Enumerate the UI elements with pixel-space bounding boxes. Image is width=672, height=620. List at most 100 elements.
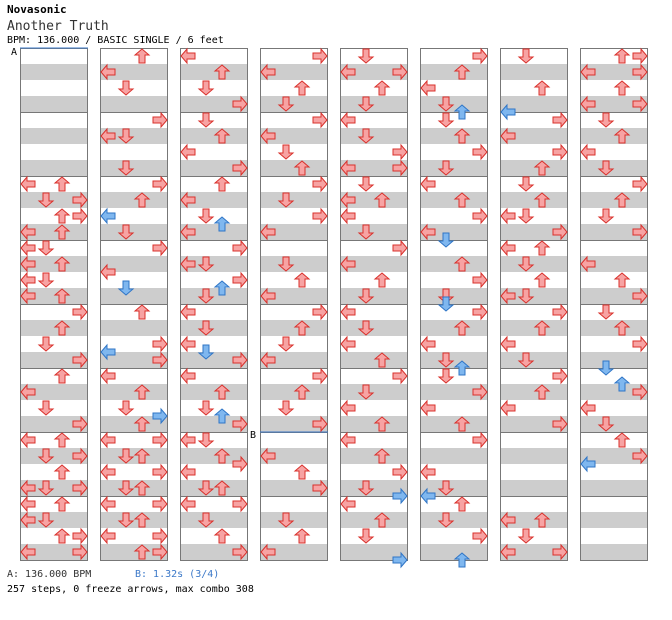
- stripe: [500, 256, 568, 272]
- red-up-arrow-icon: [533, 384, 551, 400]
- stripe: [420, 128, 488, 144]
- red-down-arrow-icon: [117, 128, 135, 144]
- chart-summary: 257 steps, 0 freeze arrows, max combo 30…: [7, 584, 254, 595]
- red-left-arrow-icon: [100, 127, 116, 145]
- stripe: [580, 64, 648, 80]
- stripe: [340, 416, 408, 432]
- stripe: [20, 480, 88, 496]
- stripe: [180, 448, 248, 464]
- stripe: [420, 160, 488, 176]
- red-left-arrow-icon: [100, 367, 116, 385]
- blue-down-arrow-icon: [437, 296, 455, 312]
- red-up-arrow-icon: [373, 512, 391, 528]
- stripe: [260, 480, 328, 496]
- stripe: [500, 128, 568, 144]
- stripe: [580, 448, 648, 464]
- red-up-arrow-icon: [293, 80, 311, 96]
- red-right-arrow-icon: [472, 143, 488, 161]
- red-up-arrow-icon: [133, 448, 151, 464]
- red-up-arrow-icon: [53, 256, 71, 272]
- red-left-arrow-icon: [20, 287, 36, 305]
- red-down-arrow-icon: [197, 480, 215, 496]
- red-right-arrow-icon: [632, 63, 648, 81]
- stripe: [260, 352, 328, 368]
- red-up-arrow-icon: [213, 64, 231, 80]
- stripe: [500, 224, 568, 240]
- measure-box: [580, 496, 648, 561]
- stripe: [580, 224, 648, 240]
- red-down-arrow-icon: [357, 320, 375, 336]
- red-down-arrow-icon: [277, 400, 295, 416]
- red-up-arrow-icon: [53, 432, 71, 448]
- red-left-arrow-icon: [420, 175, 436, 193]
- red-right-arrow-icon: [152, 351, 168, 369]
- red-up-arrow-icon: [53, 368, 71, 384]
- red-right-arrow-icon: [232, 495, 248, 513]
- stripe: [260, 288, 328, 304]
- blue-down-arrow-icon: [117, 280, 135, 296]
- red-up-arrow-icon: [133, 192, 151, 208]
- red-down-arrow-icon: [277, 256, 295, 272]
- red-left-arrow-icon: [340, 335, 356, 353]
- red-right-arrow-icon: [312, 367, 328, 385]
- red-left-arrow-icon: [340, 63, 356, 81]
- red-down-arrow-icon: [437, 352, 455, 368]
- red-down-arrow-icon: [517, 528, 535, 544]
- stripe: [340, 384, 408, 400]
- stripe: [20, 160, 88, 176]
- red-right-arrow-icon: [72, 479, 88, 497]
- red-right-arrow-icon: [232, 239, 248, 257]
- red-down-arrow-icon: [37, 336, 55, 352]
- red-left-arrow-icon: [580, 143, 596, 161]
- stripe: [580, 320, 648, 336]
- stripe: [500, 416, 568, 432]
- red-left-arrow-icon: [180, 463, 196, 481]
- red-left-arrow-icon: [420, 79, 436, 97]
- stripe: [20, 448, 88, 464]
- red-right-arrow-icon: [392, 367, 408, 385]
- stripe: [100, 256, 168, 272]
- blue-up-arrow-icon: [213, 280, 231, 296]
- red-up-arrow-icon: [133, 480, 151, 496]
- red-down-arrow-icon: [37, 400, 55, 416]
- red-up-arrow-icon: [373, 416, 391, 432]
- stripe: [20, 512, 88, 528]
- red-right-arrow-icon: [552, 367, 568, 385]
- red-up-arrow-icon: [53, 464, 71, 480]
- red-up-arrow-icon: [453, 416, 471, 432]
- stripe: [580, 544, 648, 560]
- red-left-arrow-icon: [20, 495, 36, 513]
- red-down-arrow-icon: [357, 480, 375, 496]
- red-left-arrow-icon: [340, 431, 356, 449]
- red-left-arrow-icon: [20, 175, 36, 193]
- red-right-arrow-icon: [72, 303, 88, 321]
- red-down-arrow-icon: [357, 288, 375, 304]
- red-down-arrow-icon: [37, 272, 55, 288]
- marker-a-label: A: [11, 47, 18, 58]
- red-down-arrow-icon: [517, 288, 535, 304]
- red-up-arrow-icon: [213, 384, 231, 400]
- stripe: [500, 96, 568, 112]
- red-up-arrow-icon: [453, 64, 471, 80]
- red-up-arrow-icon: [533, 160, 551, 176]
- red-down-arrow-icon: [277, 96, 295, 112]
- red-up-arrow-icon: [53, 224, 71, 240]
- stripe: [20, 96, 88, 112]
- red-left-arrow-icon: [580, 255, 596, 273]
- stripe: [260, 192, 328, 208]
- red-right-arrow-icon: [72, 527, 88, 545]
- red-up-arrow-icon: [373, 272, 391, 288]
- blue-down-arrow-icon: [197, 344, 215, 360]
- stripe: [420, 448, 488, 464]
- red-down-arrow-icon: [597, 208, 615, 224]
- stripe: [500, 160, 568, 176]
- red-up-arrow-icon: [533, 192, 551, 208]
- stripe: [20, 128, 88, 144]
- stripe: [100, 352, 168, 368]
- red-right-arrow-icon: [72, 351, 88, 369]
- stripe: [420, 96, 488, 112]
- blue-up-arrow-icon: [213, 216, 231, 232]
- red-left-arrow-icon: [500, 207, 516, 225]
- red-left-arrow-icon: [500, 335, 516, 353]
- stripe: [500, 512, 568, 528]
